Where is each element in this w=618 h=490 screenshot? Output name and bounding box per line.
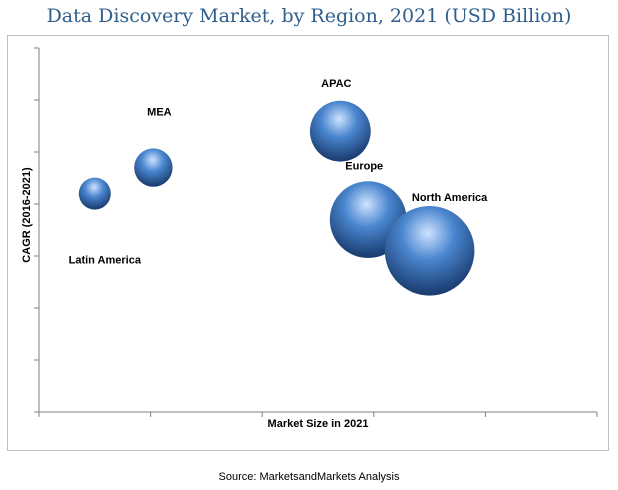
bubble-label-north-america: North America bbox=[412, 192, 488, 204]
bubble-apac bbox=[309, 100, 371, 162]
bubble-label-apac: APAC bbox=[321, 78, 351, 90]
source-note: Source: MarketsandMarkets Analysis bbox=[218, 471, 400, 483]
bubble-mea bbox=[134, 148, 173, 187]
y-axis-label: CAGR (2016-2021) bbox=[21, 167, 33, 263]
bubble-latin-america bbox=[78, 177, 111, 210]
chart-title: Data Discovery Market, by Region, 2021 (… bbox=[46, 5, 572, 27]
x-axis-label: Market Size in 2021 bbox=[268, 418, 369, 430]
bubble-label-latin-america: Latin America bbox=[69, 255, 142, 267]
axes bbox=[34, 47, 598, 417]
bubble-label-mea: MEA bbox=[147, 107, 172, 119]
bubble-label-europe: Europe bbox=[345, 161, 383, 173]
chart-frame bbox=[7, 35, 609, 451]
bubbles bbox=[78, 100, 475, 296]
bubble-north-america bbox=[384, 206, 475, 296]
bubble-labels: Latin America MEA APAC Europe North America bbox=[69, 78, 489, 266]
